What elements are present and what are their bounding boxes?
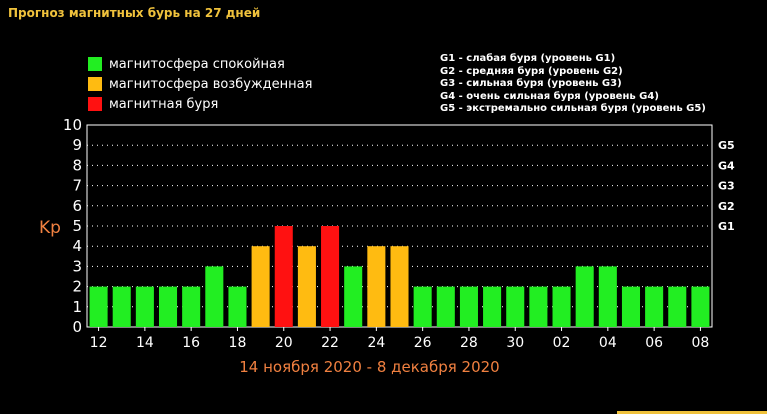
bar-15	[158, 286, 178, 327]
y-tick-label: 3	[72, 257, 82, 275]
y-axis-label: Kp	[39, 218, 61, 238]
bar-29	[483, 286, 502, 327]
bar-04	[598, 266, 617, 327]
g-tick-label: G4	[718, 159, 735, 172]
x-tick-label: 14	[136, 335, 154, 351]
y-tick-label: 0	[72, 318, 82, 336]
y-tick-label: 4	[72, 237, 82, 255]
bar-22	[321, 226, 340, 327]
x-axis-label: 14 ноября 2020 - 8 декабря 2020	[239, 358, 499, 376]
bar-08	[691, 286, 710, 327]
g-tick-label: G2	[718, 200, 735, 213]
x-tick-label: 08	[692, 335, 710, 351]
y-tick-label: 8	[72, 156, 82, 174]
x-tick-label: 20	[275, 335, 293, 351]
y-tick-label: 10	[63, 116, 82, 134]
bar-26	[413, 286, 432, 327]
bar-30	[506, 286, 525, 327]
legend-label-excited: магнитосфера возбужденная	[109, 76, 313, 92]
bar-17	[205, 266, 224, 327]
bar-20	[274, 226, 293, 327]
bar-27	[436, 286, 455, 327]
g-level-legend: G1 - слабая буря (уровень G1) G2 - средн…	[440, 53, 706, 116]
y-tick-label: 5	[72, 217, 82, 235]
y-tick-label: 6	[72, 197, 82, 215]
bar-28	[459, 286, 478, 327]
x-tick-label: 26	[414, 335, 432, 351]
bar-07	[668, 286, 687, 327]
g-tick-label: G1	[718, 220, 735, 233]
g-level-text: G4 - очень сильная буря (уровень G4)	[440, 90, 659, 102]
corner-accent	[617, 411, 767, 414]
bar-16	[182, 286, 201, 327]
x-tick-label: 18	[229, 335, 247, 351]
bar-24	[367, 246, 386, 327]
y-tick-label: 2	[72, 278, 82, 296]
legend-swatch-quiet	[88, 57, 102, 71]
legend-swatch-excited	[88, 77, 102, 91]
y-tick-label: 1	[72, 298, 82, 316]
x-tick-label: 02	[553, 335, 571, 351]
g-level-text: G2 - средняя буря (уровень G2)	[440, 65, 623, 77]
y-tick-label: 9	[72, 136, 82, 154]
x-tick-label: 28	[460, 335, 478, 351]
bar-03	[575, 266, 594, 327]
legend-swatch-storm	[88, 97, 102, 111]
bar-05	[621, 286, 641, 327]
bar-06	[645, 286, 664, 327]
bar-18	[228, 286, 247, 327]
g-tick-label: G5	[718, 139, 735, 152]
g-level-text: G1 - слабая буря (уровень G1)	[440, 53, 616, 64]
bar-25	[390, 246, 409, 327]
bar-02	[552, 286, 571, 327]
g-level-text: G3 - сильная буря (уровень G3)	[440, 78, 622, 89]
bar-13	[112, 286, 131, 327]
bar-01	[529, 286, 548, 327]
page-title: Прогноз магнитных бурь на 27 дней	[8, 6, 261, 20]
x-tick-label: 04	[599, 335, 617, 351]
x-tick-label: 24	[367, 335, 385, 351]
legend-item-excited: магнитосфера возбужденная	[88, 74, 312, 94]
g-tick-label: G3	[718, 180, 735, 193]
legend-label-storm: магнитная буря	[109, 96, 219, 112]
x-tick-label: 06	[645, 335, 663, 351]
bar-14	[135, 286, 154, 327]
legend-label-quiet: магнитосфера спокойная	[109, 56, 285, 72]
x-tick-label: 12	[90, 335, 108, 351]
bar-19	[251, 246, 270, 327]
legend: магнитосфера спокойная магнитосфера возб…	[88, 54, 312, 114]
y-tick-label: 7	[72, 177, 82, 195]
legend-item-quiet: магнитосфера спокойная	[88, 54, 312, 74]
g-level-text: G5 - экстремально сильная буря (уровень …	[440, 103, 706, 114]
legend-item-storm: магнитная буря	[88, 94, 312, 114]
x-tick-label: 22	[321, 335, 339, 351]
bar-21	[297, 246, 316, 327]
x-tick-label: 30	[506, 335, 524, 351]
bar-23	[344, 266, 363, 327]
bar-12	[89, 286, 108, 327]
x-tick-label: 16	[182, 335, 200, 351]
